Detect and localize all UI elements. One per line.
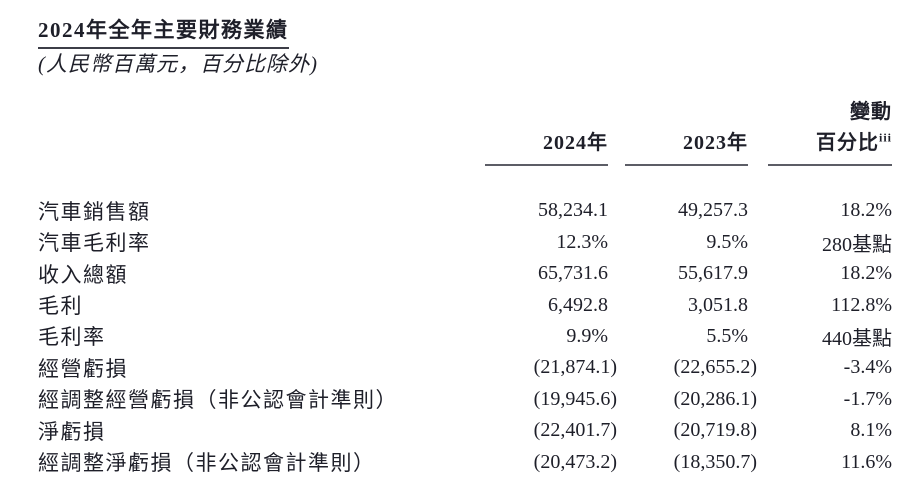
- footnote-marker: iii: [878, 130, 892, 145]
- column-header-2024-label: 2024年: [543, 132, 608, 154]
- value-2024: (21,874.1): [533, 356, 617, 379]
- row-label: 毛利率: [38, 325, 106, 350]
- table-row: 經調整經營虧損（非公認會計準則） (19,945.6) (20,286.1) -…: [38, 384, 892, 415]
- value-2024: 12.3%: [556, 230, 608, 253]
- value-2023: 9.5%: [706, 230, 748, 253]
- table-row: 淨虧損 (22,401.7) (20,719.8) 8.1%: [38, 415, 892, 446]
- value-change: 440基點: [822, 327, 892, 350]
- value-2024: 6,492.8: [548, 293, 608, 316]
- table-row: 汽車毛利率 12.3% 9.5% 280基點: [38, 226, 892, 257]
- row-label: 淨虧損: [38, 419, 106, 444]
- header-spacer: [38, 97, 468, 166]
- value-2024: 65,731.6: [538, 262, 608, 285]
- value-change: 112.8%: [831, 293, 892, 316]
- column-header-2024: 2024年: [468, 97, 608, 166]
- value-change: 8.1%: [850, 419, 892, 442]
- value-change: -1.7%: [843, 387, 892, 410]
- value-2023: (22,655.2): [673, 356, 757, 379]
- table-row: 經調整淨虧損（非公認會計準則） (20,473.2) (18,350.7) 11…: [38, 447, 892, 478]
- column-header-2023-underline: 2023年: [625, 128, 748, 166]
- row-label: 汽車銷售額: [38, 199, 151, 224]
- column-header-change-line1: 變動: [850, 101, 892, 123]
- value-change: 18.2%: [840, 262, 892, 285]
- table-body: 汽車銷售額 58,234.1 49,257.3 18.2% 汽車毛利率 12.3…: [38, 195, 892, 478]
- row-label: 經調整淨虧損（非公認會計準則）: [38, 451, 376, 476]
- value-2024: 9.9%: [566, 324, 608, 347]
- value-change: 280基點: [822, 233, 892, 256]
- value-2024: (22,401.7): [533, 419, 617, 442]
- table-row: 經營虧損 (21,874.1) (22,655.2) -3.4%: [38, 352, 892, 383]
- row-label: 汽車毛利率: [38, 231, 151, 256]
- value-2024: 58,234.1: [538, 199, 608, 222]
- column-header-2023-label: 2023年: [683, 132, 748, 154]
- column-header-change: 變動 百分比iii: [748, 97, 892, 166]
- value-2023: (20,286.1): [673, 387, 757, 410]
- page-title: 2024年全年主要財務業績: [38, 14, 289, 49]
- table-row: 收入總額 65,731.6 55,617.9 18.2%: [38, 258, 892, 289]
- table-row: 毛利率 9.9% 5.5% 440基點: [38, 321, 892, 352]
- value-2023: (18,350.7): [673, 450, 757, 473]
- value-2023: 5.5%: [706, 324, 748, 347]
- column-header-change-line2-text: 百分比: [815, 132, 879, 154]
- row-label: 經營虧損: [38, 356, 128, 381]
- value-2023: 55,617.9: [678, 262, 748, 285]
- row-label: 毛利: [38, 294, 83, 319]
- value-2024: (20,473.2): [533, 450, 617, 473]
- value-change: 11.6%: [841, 450, 892, 473]
- table-row: 毛利 6,492.8 3,051.8 112.8%: [38, 289, 892, 320]
- table-row: 汽車銷售額 58,234.1 49,257.3 18.2%: [38, 195, 892, 226]
- value-2023: 49,257.3: [678, 199, 748, 222]
- value-2023: (20,719.8): [673, 419, 757, 442]
- page-subtitle: (人民幣百萬元，百分比除外): [38, 52, 318, 76]
- column-header-change-line2: 百分比iii: [816, 128, 892, 159]
- column-header-2024-underline: 2024年: [485, 128, 608, 166]
- column-header-change-underline: 變動 百分比iii: [768, 97, 892, 166]
- value-2023: 3,051.8: [688, 293, 748, 316]
- value-change: -3.4%: [843, 356, 892, 379]
- column-header-2023: 2023年: [608, 97, 748, 166]
- row-label: 經調整經營虧損（非公認會計準則）: [38, 388, 398, 413]
- value-2024: (19,945.6): [533, 387, 617, 410]
- value-change: 18.2%: [840, 199, 892, 222]
- row-label: 收入總額: [38, 262, 128, 287]
- table-header: 2024年 2023年 變動 百分比iii: [38, 97, 892, 166]
